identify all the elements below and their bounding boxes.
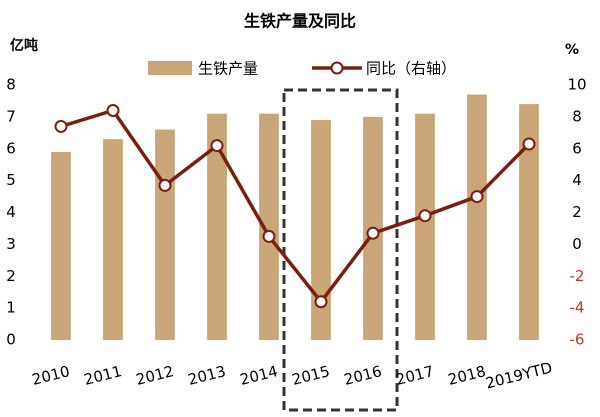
- legend-swatch: [148, 61, 192, 75]
- y-tick-label: 1: [6, 299, 16, 317]
- y-tick-label: 0: [6, 331, 16, 349]
- line-marker: [158, 178, 172, 192]
- y-tick-label: 2: [6, 267, 16, 285]
- y-tick-label: 7: [6, 107, 16, 125]
- y2-axis-label: %: [565, 42, 579, 58]
- bar: [155, 129, 175, 340]
- x-tick-label: 2012: [134, 362, 175, 389]
- y2-tick-label: 4: [572, 171, 582, 189]
- y-tick-label: 8: [6, 76, 16, 94]
- line-marker: [522, 137, 536, 151]
- x-tick-label: 2011: [82, 362, 123, 389]
- y2-tick-label: 2: [572, 203, 582, 221]
- x-tick-label: 2018: [446, 362, 487, 389]
- line-marker: [54, 119, 68, 133]
- bar: [519, 104, 539, 340]
- y2-tick-label: -6: [570, 331, 585, 349]
- x-tick-label: 2019YTD: [484, 359, 554, 393]
- x-tick-label: 2017: [394, 362, 435, 389]
- bar: [467, 94, 487, 340]
- bar: [207, 113, 227, 340]
- y-tick-label: 3: [6, 235, 16, 253]
- line-marker: [314, 295, 328, 309]
- x-tick-label: 2014: [238, 362, 279, 389]
- bar: [415, 113, 435, 340]
- y-tick-label: 5: [6, 171, 16, 189]
- bar: [51, 151, 71, 340]
- x-tick-label: 2010: [30, 362, 71, 389]
- line-marker: [366, 226, 380, 240]
- bar: [103, 139, 123, 340]
- x-tick-label: 2013: [186, 362, 227, 389]
- y2-tick-label: 8: [572, 107, 582, 125]
- y2-tick-label: 0: [572, 235, 582, 253]
- line: [60, 108, 531, 305]
- bar: [259, 113, 279, 340]
- line-marker: [418, 209, 432, 223]
- y2-tick-label: 6: [572, 139, 582, 157]
- y-axis-label: 亿吨: [10, 37, 38, 54]
- line-marker: [470, 190, 484, 204]
- y-tick-label: 4: [6, 203, 16, 221]
- line-marker: [262, 229, 276, 243]
- chart-title: 生铁产量及同比: [244, 12, 356, 31]
- x-tick-label: 2016: [342, 362, 383, 389]
- highlight-box: [282, 88, 399, 412]
- line-marker: [210, 139, 224, 153]
- y2-tick-label: 10: [567, 76, 586, 94]
- legend-label: 同比（右轴）: [366, 60, 456, 78]
- legend-swatch: [330, 61, 344, 75]
- bar: [311, 120, 331, 340]
- y2-tick-label: -4: [570, 299, 585, 317]
- legend-label: 生铁产量: [198, 60, 258, 78]
- x-tick-label: 2015: [290, 362, 331, 389]
- line-marker: [106, 104, 120, 117]
- y-tick-label: 6: [6, 139, 16, 157]
- y2-tick-label: -2: [570, 267, 585, 285]
